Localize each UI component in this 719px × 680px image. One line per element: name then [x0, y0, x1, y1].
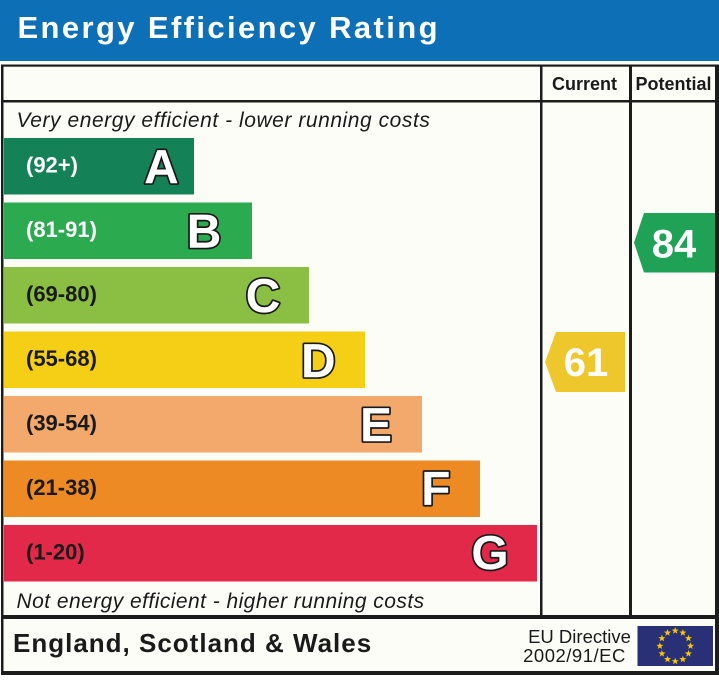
svg-text:2002/91/EC: 2002/91/EC	[523, 645, 626, 666]
svg-text:Current: Current	[552, 74, 617, 94]
svg-text:(21-38): (21-38)	[26, 475, 97, 500]
svg-text:(81-91): (81-91)	[26, 217, 97, 242]
svg-text:(39-54): (39-54)	[26, 411, 97, 436]
svg-text:(55-68): (55-68)	[26, 346, 97, 371]
svg-text:Very energy efficient - lower: Very energy efficient - lower running co…	[17, 109, 431, 132]
svg-text:Not energy efficient - higher: Not energy efficient - higher running co…	[17, 590, 425, 613]
svg-text:(69-80): (69-80)	[26, 282, 97, 307]
svg-text:Potential: Potential	[635, 74, 711, 94]
svg-text:(92+): (92+)	[26, 153, 78, 178]
svg-text:Energy Efficiency Rating: Energy Efficiency Rating	[18, 10, 438, 45]
svg-text:EU Directive: EU Directive	[528, 626, 631, 647]
svg-text:(1-20): (1-20)	[26, 540, 85, 565]
svg-text:England, Scotland & Wales: England, Scotland & Wales	[13, 628, 372, 658]
